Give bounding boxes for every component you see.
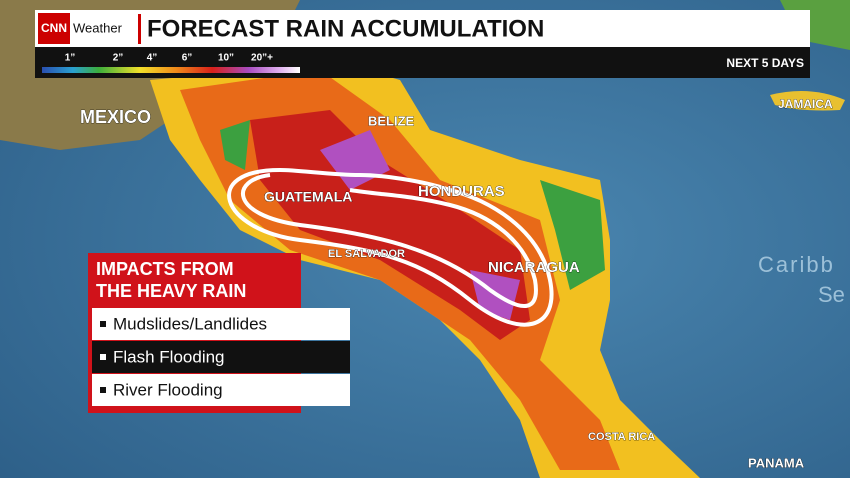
impact-item: Mudslides/Landlides [113, 314, 267, 333]
legend-label: 2” [113, 53, 124, 64]
bullet [100, 321, 106, 327]
impacts-title: IMPACTS FROM [96, 259, 234, 279]
cnn-logo [38, 13, 70, 44]
map-label: JAMAICA [778, 97, 833, 111]
rain-purple [320, 130, 520, 320]
impact-items: Mudslides/Landlides Flash Flooding River F… [92, 308, 350, 406]
title: FORECAST RAIN ACCUMULATION [147, 15, 544, 42]
map-label: COSTA RICA [588, 431, 655, 443]
impact-row [92, 341, 350, 373]
map-label: MEXICO [80, 107, 151, 127]
bullet [100, 387, 106, 393]
map-label: HONDURAS [418, 183, 505, 200]
rain-green [220, 120, 605, 290]
map-label: Se [818, 282, 845, 307]
legend-labels: 1” 2” 4” 6” 10” 20”+ [65, 53, 273, 64]
legend-label: 6” [182, 53, 193, 64]
map-label: NICARAGUA [488, 259, 580, 276]
land-jamaica [770, 91, 845, 111]
logo-text: CNN [41, 21, 67, 35]
legend-label: 4” [147, 53, 158, 64]
legend-scale [42, 67, 300, 73]
impact-row [92, 374, 350, 406]
section-label: Weather [73, 20, 123, 35]
period: NEXT 5 DAYS [726, 56, 804, 70]
bullet [100, 354, 106, 360]
impact-row [92, 308, 350, 340]
legend-label: 1” [65, 53, 76, 64]
impacts-title: THE HEAVY RAIN [96, 281, 246, 301]
divider [138, 14, 141, 44]
map-label: BELIZE [368, 113, 415, 128]
legend-label: 20”+ [251, 53, 273, 64]
impact-item: River Flooding [113, 380, 223, 399]
header-bar [35, 10, 810, 47]
map-label: Caribb [758, 252, 835, 277]
map-label: EL SALVADOR [328, 248, 405, 260]
map-label: PANAMA [748, 455, 805, 470]
map-label: GUATEMALA [264, 189, 352, 205]
rain-red [250, 110, 530, 340]
legend-label: 10” [218, 53, 234, 64]
heavy-rain-outline [227, 168, 554, 327]
impact-item: Flash Flooding [113, 347, 225, 366]
